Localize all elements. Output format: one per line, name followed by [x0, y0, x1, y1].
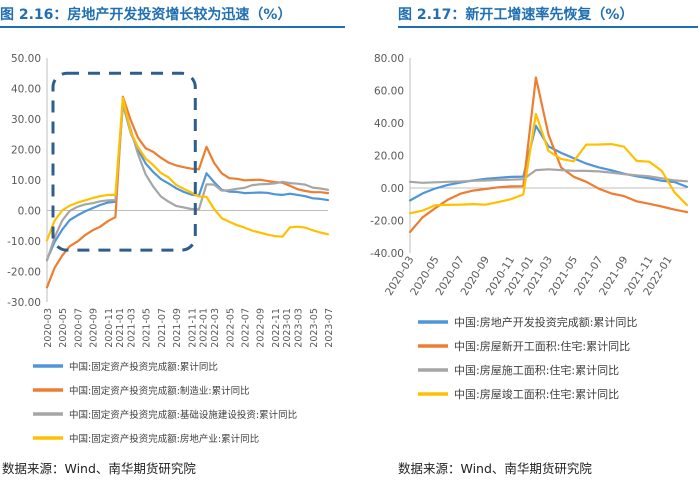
x-tick-label: 2022-01	[199, 308, 210, 348]
x-tick-label: 2022-07	[240, 308, 251, 348]
y-tick-label: 60.00	[374, 86, 404, 98]
legend-label-2: 中国:房屋新开工面积:住宅:累计同比	[454, 339, 630, 353]
right-source-note: 数据来源：Wind、南华期货研究院	[398, 461, 592, 476]
y-tick-label: 20.00	[11, 145, 41, 157]
right-figure-title: 图 2.17：新开工增速率先恢复（%）	[398, 7, 634, 23]
left-title-rule	[0, 26, 345, 28]
x-tick-label: 2022-11	[271, 308, 282, 348]
x-tick-label: 2023-01	[282, 308, 293, 348]
x-tick-label: 2020-03	[43, 308, 54, 348]
right-title-rule	[398, 26, 698, 28]
left-chart: 50.00 40.00 30.00 20.00 10.00 0.00 -10.00 -20.0…	[7, 53, 335, 445]
x-tick-label: 2023-03	[294, 308, 305, 348]
series-line-2	[45, 95, 330, 289]
y-tick-label: 40.00	[11, 84, 41, 96]
x-tick-label: 2021-01	[115, 308, 126, 348]
legend-label-1: 中国:固定资产投资完成额:累计同比	[69, 361, 218, 373]
legend-label-1: 中国:房地产开发投资完成额:累计同比	[454, 315, 637, 329]
x-tick-label: 2023-05	[309, 308, 320, 348]
x-tick-label: 2021-03	[127, 308, 138, 348]
y-tick-label: -20.00	[370, 216, 404, 228]
left-figure: 图 2.16：房地产开发投资增长较为迅速（%） 50.00 40.00 30.00 2…	[0, 7, 345, 476]
y-tick-label: -20.00	[7, 267, 41, 279]
x-tick-label: 2021-07	[157, 308, 168, 348]
y-tick-label: 30.00	[11, 114, 41, 126]
x-tick-label: 2022-05	[225, 308, 236, 348]
series-line-4	[408, 112, 689, 215]
series-line-1	[45, 102, 330, 261]
y-tick-label: 80.00	[374, 53, 404, 65]
y-tick-label: 10.00	[11, 175, 41, 187]
y-tick-label: -40.00	[370, 248, 404, 260]
right-figure: 图 2.17：新开工增速率先恢复（%） 80.00 60.00 40.00 20.00…	[360, 0, 700, 482]
series-line-2	[408, 76, 689, 234]
legend-label-4: 中国:固定资产投资完成额:房地产业:累计同比	[69, 433, 259, 445]
series-line-3	[45, 102, 330, 262]
highlight-box	[51, 71, 197, 252]
x-tick-label: 2021-11	[187, 308, 198, 348]
y-tick-label: 0.00	[18, 206, 41, 218]
x-tick-label: 2020-09	[89, 308, 100, 348]
right-chart: 80.0060.0040.0020.000.00-20.00-40.002020…	[370, 53, 689, 401]
left-figure-title: 图 2.16：房地产开发投资增长较为迅速（%）	[0, 7, 292, 23]
y-tick-label: 50.00	[11, 53, 41, 65]
legend-label-4: 中国:房屋竣工面积:住宅:累计同比	[454, 387, 619, 401]
x-tick-label: 2021-09	[172, 308, 183, 348]
x-tick-label: 2022-09	[256, 308, 267, 348]
y-tick-label: 40.00	[374, 118, 404, 130]
series-line-1	[408, 124, 689, 202]
series-line-4	[45, 96, 330, 242]
left-source-note: 数据来源：Wind、南华期货研究院	[2, 461, 196, 476]
legend-label-3: 中国:房屋施工面积:住宅:累计同比	[454, 363, 619, 377]
y-tick-label: 0.00	[381, 183, 404, 195]
x-tick-label: 2020-05	[58, 308, 69, 348]
legend-label-2: 中国:固定资产投资完成额:制造业:累计同比	[69, 385, 250, 397]
y-tick-label: -30.00	[7, 297, 41, 309]
x-tick-label: 2021-05	[142, 308, 153, 348]
x-tick-label: 2020-07	[73, 308, 84, 348]
x-tick-label: 2020-11	[104, 308, 115, 348]
x-tick-label: 2022-03	[210, 308, 221, 348]
y-tick-label: 20.00	[374, 151, 404, 163]
legend-label-3: 中国:固定资产投资完成额:基础设施建设投资:累计同比	[69, 409, 297, 421]
y-tick-label: -10.00	[7, 236, 41, 248]
x-tick-label: 2023-07	[324, 308, 335, 348]
series-line-3	[408, 168, 689, 184]
